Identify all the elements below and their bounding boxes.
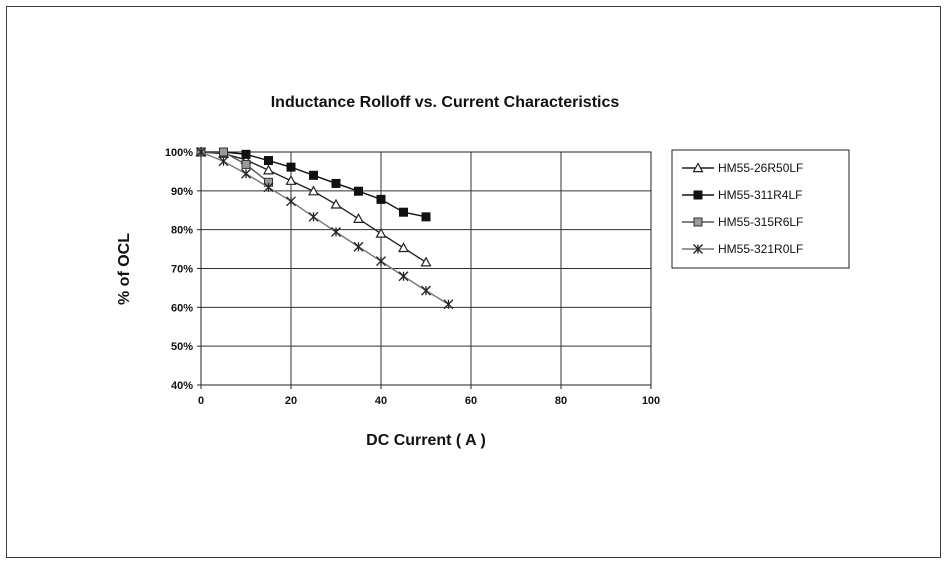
series-line [201,151,269,183]
x-axis-title: DC Current ( A ) [366,432,486,449]
legend-label: HM55-321R0LF [718,242,803,256]
data-point [354,186,363,196]
legend-marker [692,162,704,173]
data-point [286,162,296,172]
y-tick-label: 40% [171,380,193,392]
axis-ticks: 100% 90% 80% 70% 60% 50% 40% 0 20 40 60 80 100 [165,147,660,407]
x-tick-label: 0 [198,395,204,407]
data-point [353,241,364,252]
legend-label: HM55-315R6LF [718,215,803,229]
legend-label: HM55-26R50LF [718,161,803,175]
legend-label: HM55-311R4LF [718,188,802,202]
series-HM55-321R0LF [196,147,454,310]
data-point [309,170,318,180]
data-point [331,227,341,237]
data-point [331,178,341,188]
x-tick-label: 100 [642,395,660,407]
legend: HM55-26R50LF HM55-311R4LF HM55-315R6LF HM55… [671,149,850,269]
data-point [375,227,387,238]
series-HM55-26R50LF [195,146,432,267]
data-point [219,147,228,157]
data-point [397,242,410,253]
data-point [241,149,251,159]
data-point [330,198,342,209]
data-point [308,211,319,222]
series-line [200,151,449,305]
y-axis-title: % of OCL [116,233,133,305]
legend-entry: HM55-26R50LF [682,161,803,175]
data-point [420,256,432,267]
data-point [421,212,431,222]
data-point [196,147,206,157]
data-point [421,285,431,296]
data-point [286,196,296,207]
legend-marker [693,244,703,254]
data-point [241,159,251,169]
legend-marker [693,217,703,227]
series-line [200,151,427,263]
chart-title: Inductance Rolloff vs. Current Character… [271,94,620,111]
chart-frame [6,6,941,558]
y-tick-label: 70% [171,264,193,276]
y-tick-label: 90% [171,186,193,198]
x-tick-label: 80 [555,395,567,407]
series-HM55-311R4LF [196,147,431,222]
data-point [398,271,409,282]
y-tick-label: 100% [165,147,193,159]
data-point [352,213,365,223]
legend-entry: HM55-315R6LF [682,215,803,229]
x-tick-label: 20 [285,395,297,407]
y-tick-label: 50% [171,341,193,353]
data-point [262,164,275,175]
data-point [376,256,386,267]
data-point [399,207,408,217]
legend-entry: HM55-321R0LF [682,242,803,256]
legend-marker [693,190,703,200]
data-point [376,194,386,204]
x-tick-label: 60 [465,395,477,407]
data-point [264,156,273,166]
data-point [443,299,454,310]
legend-entry: HM55-311R4LF [682,188,802,202]
y-tick-label: 60% [171,302,193,314]
x-tick-label: 40 [375,395,387,407]
data-point [218,156,229,167]
series-layer [195,146,454,310]
data-point [241,168,251,179]
data-point [307,185,320,196]
y-tick-label: 80% [171,225,193,237]
data-point [263,182,274,193]
data-point [285,175,297,185]
series-line [201,151,427,218]
